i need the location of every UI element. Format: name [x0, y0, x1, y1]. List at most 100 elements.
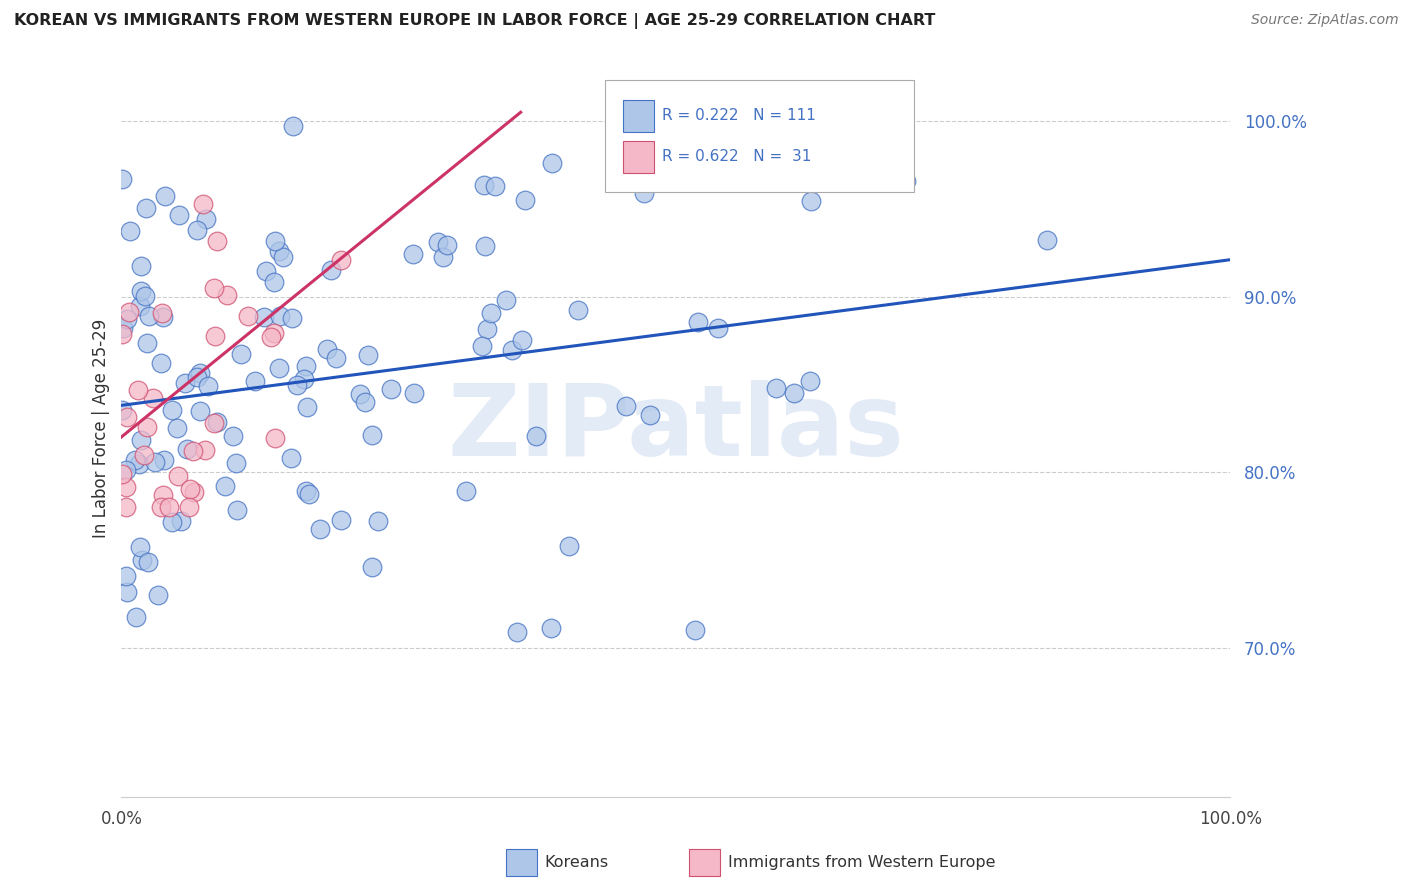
Point — [541, 156, 564, 170]
Point — [124, 452, 146, 467]
Point — [202, 416, 225, 430]
Point — [112, 321, 135, 335]
Point — [361, 428, 384, 442]
Point — [221, 429, 243, 443]
Point — [263, 326, 285, 340]
Point — [186, 223, 208, 237]
Point — [114, 463, 136, 477]
Point — [191, 197, 214, 211]
Point — [142, 391, 165, 405]
Point — [129, 299, 152, 313]
Point — [129, 433, 152, 447]
Point — [475, 322, 498, 336]
Point — [633, 186, 655, 201]
Point — [330, 513, 353, 527]
Point — [205, 415, 228, 429]
Point — [540, 621, 562, 635]
Point — [131, 553, 153, 567]
Point — [614, 399, 637, 413]
Point — [127, 384, 149, 398]
Point — [354, 394, 377, 409]
Point — [356, 348, 378, 362]
Point — [321, 263, 343, 277]
Point — [129, 259, 152, 273]
Point — [160, 403, 183, 417]
Point — [195, 212, 218, 227]
Point — [115, 500, 138, 515]
Point — [253, 310, 276, 324]
Point — [783, 386, 806, 401]
Point — [264, 235, 287, 249]
Point — [204, 328, 226, 343]
Point — [194, 442, 217, 457]
Point — [169, 514, 191, 528]
Point — [707, 321, 730, 335]
Point — [243, 374, 266, 388]
Point — [136, 419, 159, 434]
Point — [685, 623, 707, 637]
Point — [202, 281, 225, 295]
Point — [176, 442, 198, 456]
Point — [402, 247, 425, 261]
Point — [111, 402, 134, 417]
Point — [254, 263, 277, 277]
Point — [426, 235, 449, 250]
Point — [471, 339, 494, 353]
Point — [179, 482, 201, 496]
Point — [173, 376, 195, 390]
Point — [361, 560, 384, 574]
Point — [117, 409, 139, 424]
Point — [259, 330, 281, 344]
Point — [765, 381, 787, 395]
Text: ZIPatlas: ZIPatlas — [447, 380, 904, 476]
Point — [136, 555, 159, 569]
Y-axis label: In Labor Force | Age 25-29: In Labor Force | Age 25-29 — [93, 318, 110, 538]
Point — [152, 487, 174, 501]
Point — [118, 224, 141, 238]
Point — [436, 238, 458, 252]
Point — [894, 174, 917, 188]
Point — [505, 624, 527, 639]
Point — [179, 500, 201, 515]
Point — [188, 404, 211, 418]
Point — [292, 372, 315, 386]
Point — [479, 306, 502, 320]
Point — [129, 284, 152, 298]
Point — [136, 336, 159, 351]
Point — [215, 288, 238, 302]
Point — [454, 483, 477, 498]
Point — [799, 194, 821, 209]
Point — [143, 455, 166, 469]
Point — [111, 467, 134, 481]
Point — [138, 309, 160, 323]
Point — [152, 310, 174, 324]
Point — [349, 386, 371, 401]
Point — [128, 457, 150, 471]
Point — [267, 244, 290, 259]
Point — [157, 500, 180, 515]
Point — [153, 189, 176, 203]
Point — [367, 514, 389, 528]
Point — [263, 431, 285, 445]
Point — [153, 453, 176, 467]
Point — [167, 208, 190, 222]
Point — [225, 456, 247, 470]
Point — [129, 540, 152, 554]
Point — [110, 327, 132, 342]
Point — [799, 374, 821, 388]
Text: R = 0.622   N =  31: R = 0.622 N = 31 — [662, 150, 811, 164]
Point — [285, 378, 308, 392]
Point — [638, 408, 661, 422]
Point — [124, 610, 146, 624]
Point — [281, 119, 304, 133]
Point — [186, 370, 208, 384]
Point — [510, 333, 533, 347]
Point — [115, 311, 138, 326]
Point — [150, 500, 173, 515]
Point — [1036, 233, 1059, 247]
Point — [380, 382, 402, 396]
Point — [146, 588, 169, 602]
Point — [297, 401, 319, 415]
Text: R = 0.222   N = 111: R = 0.222 N = 111 — [662, 109, 815, 123]
Point — [294, 359, 316, 374]
